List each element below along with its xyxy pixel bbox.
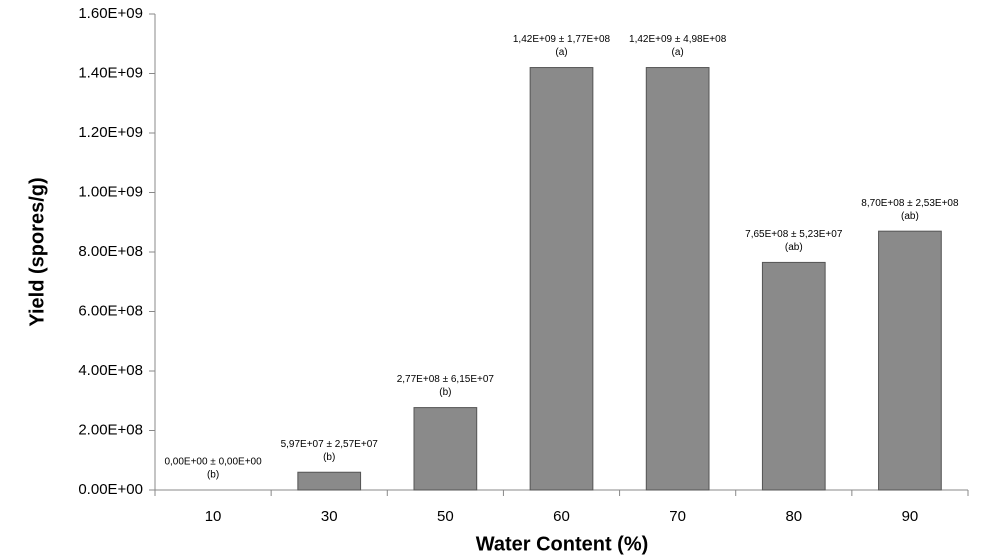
y-tick-label: 8.00E+08: [78, 243, 143, 260]
x-tick-label: 90: [902, 508, 919, 525]
y-tick-label: 1.60E+09: [78, 5, 143, 22]
group-letter: (ab): [901, 211, 919, 222]
x-tick-label: 10: [205, 508, 222, 525]
x-tick-label: 50: [437, 508, 454, 525]
x-axis-title: Water Content (%): [476, 533, 649, 555]
bar: [297, 471, 362, 491]
value-label: 1,42E+09 ± 1,77E+08: [513, 34, 611, 45]
value-label: 0,00E+00 ± 0,00E+00: [164, 457, 262, 468]
y-tick-label: 2.00E+08: [78, 421, 143, 438]
x-tick-label: 30: [321, 508, 338, 525]
group-letter: (ab): [785, 242, 803, 253]
y-tick-label: 6.00E+08: [78, 302, 143, 319]
value-label: 5,97E+07 ± 2,57E+07: [281, 439, 379, 450]
y-axis-title: Yield (spores/g): [26, 177, 48, 326]
bar: [413, 407, 478, 491]
group-letter: (b): [207, 470, 219, 481]
y-tick-label: 1.00E+09: [78, 183, 143, 200]
group-letter: (a): [672, 47, 684, 58]
bar: [878, 230, 942, 491]
y-tick-label: 1.40E+09: [78, 64, 143, 81]
y-tick-label: 4.00E+08: [78, 362, 143, 379]
y-tick-label: 0.00E+00: [78, 481, 143, 498]
bar: [645, 67, 710, 491]
x-tick-label: 60: [553, 508, 570, 525]
value-label: 1,42E+09 ± 4,98E+08: [629, 34, 727, 45]
group-letter: (b): [323, 452, 335, 463]
group-letter: (b): [439, 387, 451, 398]
x-tick-label: 80: [785, 508, 802, 525]
group-letter: (a): [555, 47, 567, 58]
value-label: 2,77E+08 ± 6,15E+07: [397, 374, 495, 385]
bar: [529, 67, 594, 491]
value-label: 8,70E+08 ± 2,53E+08: [861, 198, 959, 209]
y-tick-label: 1.20E+09: [78, 124, 143, 141]
value-label: 7,65E+08 ± 5,23E+07: [745, 229, 843, 240]
bar: [761, 261, 826, 491]
x-tick-label: 70: [669, 508, 686, 525]
